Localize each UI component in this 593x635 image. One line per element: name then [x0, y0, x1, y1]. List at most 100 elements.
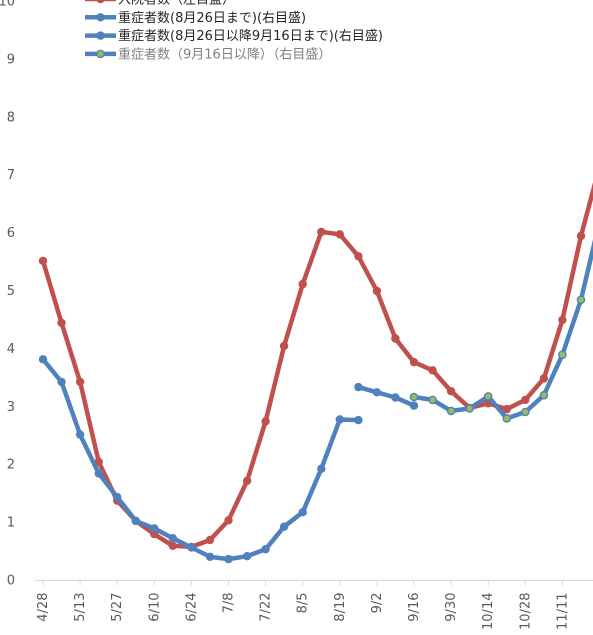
data-point	[354, 382, 363, 392]
data-point	[298, 279, 307, 289]
y-tick-label: 9	[7, 52, 15, 67]
x-tick-label: 8/5	[296, 593, 311, 614]
legend-label: 重症者数(8月26日まで)(右目盛)	[118, 10, 306, 26]
y-tick-label: 8	[7, 110, 15, 125]
data-point	[354, 415, 363, 425]
y-tick-label: 7	[7, 168, 15, 183]
y-tick-label: 6	[7, 226, 15, 241]
series-line	[40, 182, 593, 550]
data-point	[94, 469, 103, 478]
data-point	[261, 417, 270, 426]
data-point	[428, 366, 437, 375]
x-tick-label: 5/27	[110, 593, 125, 622]
data-point	[335, 415, 344, 424]
y-tick-label: 0	[7, 574, 15, 589]
data-point	[113, 492, 122, 502]
data-point	[576, 231, 586, 241]
x-tick-label: 9/16	[407, 593, 422, 622]
data-point	[391, 393, 400, 402]
x-tick-label: 7/22	[259, 593, 274, 622]
x-tick-label: 6/10	[147, 593, 162, 622]
data-point	[539, 374, 549, 383]
legend-swatch-marker	[96, 31, 105, 40]
data-point	[205, 552, 215, 561]
data-point	[205, 535, 215, 545]
data-point	[57, 318, 66, 327]
series-line	[40, 357, 361, 562]
data-point	[38, 355, 48, 364]
x-tick-label: 10/14	[481, 593, 496, 630]
x-tick-label: 7/8	[222, 593, 237, 614]
data-point	[298, 508, 307, 517]
x-tick-label: 11/11	[555, 593, 570, 630]
data-point	[168, 541, 177, 550]
x-tick-label: 9/30	[444, 593, 459, 622]
data-point	[168, 534, 177, 543]
legend-item: 重症者数（9月16日以降）（右目盛）	[85, 46, 331, 62]
series-1	[38, 355, 363, 564]
x-tick-label: 5/13	[73, 593, 88, 622]
data-point	[539, 390, 549, 400]
data-point	[409, 392, 419, 402]
data-point	[131, 516, 140, 526]
data-point	[409, 401, 419, 410]
data-point	[558, 350, 567, 360]
data-point	[502, 414, 512, 423]
x-tick-label: 6/24	[184, 593, 199, 622]
data-point	[521, 407, 530, 417]
data-point	[409, 358, 419, 367]
legend-item: 重症者数(8月26日以降9月16日まで)(右目盛)	[85, 28, 383, 44]
legend-label: 重症者数(8月26日以降9月16日まで)(右目盛)	[118, 28, 383, 44]
y-tick-label: 1	[7, 516, 15, 531]
series-layer	[38, 182, 593, 564]
x-tick-label: 9/2	[370, 593, 385, 614]
data-point	[465, 404, 475, 413]
data-point	[335, 230, 344, 239]
data-point	[502, 404, 511, 414]
legend-label: 重症者数（9月16日以降）（右目盛）	[118, 46, 331, 62]
x-tick-label: 10/28	[518, 593, 533, 630]
data-point	[446, 406, 456, 416]
data-point	[372, 286, 382, 296]
data-point	[576, 295, 586, 305]
data-point	[75, 430, 85, 439]
data-point	[446, 387, 456, 396]
legend-swatch-marker	[96, 49, 105, 59]
data-point	[150, 524, 159, 533]
data-point	[372, 388, 382, 397]
legend-swatch-marker	[96, 13, 105, 22]
x-tick-label: 8/19	[333, 593, 348, 622]
data-point	[558, 315, 567, 325]
legend-item: 入院者数（左目盛）	[85, 0, 235, 8]
data-point	[242, 552, 252, 561]
data-point	[354, 252, 363, 261]
x-tick-label: 4/28	[36, 593, 51, 622]
y-tick-label: 3	[7, 400, 15, 415]
data-point	[224, 554, 233, 564]
data-point	[483, 392, 493, 401]
data-point	[75, 377, 85, 387]
data-point	[391, 334, 400, 343]
y-tick-label: 4	[7, 342, 15, 357]
data-point	[317, 227, 326, 237]
data-point	[428, 395, 437, 405]
y-tick-label: 2	[7, 458, 15, 473]
data-point	[242, 476, 252, 486]
legend-item: 重症者数(8月26日まで)(右目盛)	[85, 10, 306, 26]
series-0	[38, 182, 593, 552]
data-point	[57, 377, 66, 387]
data-point	[261, 545, 270, 554]
series-line	[356, 384, 417, 408]
y-tick-label: 5	[7, 284, 15, 299]
data-point	[521, 395, 530, 405]
data-point	[317, 464, 326, 473]
legend: 入院者数（左目盛） 重症者数(8月26日まで)(右目盛) 重症者数(8月26日以降9…	[85, 0, 383, 62]
y-tick-label: 10	[0, 0, 15, 10]
data-point	[279, 522, 289, 531]
data-point	[187, 543, 196, 552]
data-point	[38, 256, 48, 266]
data-point	[279, 341, 289, 351]
series-3	[409, 239, 593, 423]
